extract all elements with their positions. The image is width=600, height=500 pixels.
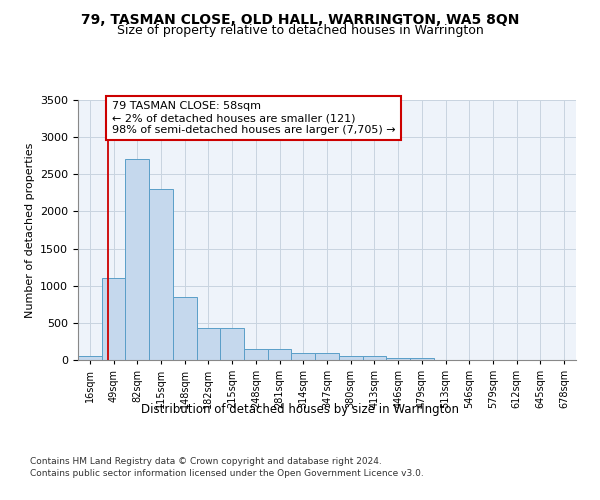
Bar (125, 160, 149, 360)
Bar (386, 358, 410, 360)
Bar (220, 328, 244, 360)
Bar (78, 356, 102, 360)
Text: Contains public sector information licensed under the Open Government Licence v3: Contains public sector information licen… (30, 468, 424, 477)
Bar (339, 356, 362, 360)
Text: Distribution of detached houses by size in Warrington: Distribution of detached houses by size … (141, 402, 459, 415)
Bar (410, 358, 434, 360)
Text: 79, TASMAN CLOSE, OLD HALL, WARRINGTON, WA5 8QN: 79, TASMAN CLOSE, OLD HALL, WARRINGTON, … (81, 12, 519, 26)
Bar (173, 297, 197, 360)
Bar (268, 349, 292, 360)
Y-axis label: Number of detached properties: Number of detached properties (25, 142, 35, 318)
Bar (102, 278, 125, 360)
Bar (149, 189, 173, 360)
Bar (362, 356, 386, 360)
Text: Contains HM Land Registry data © Crown copyright and database right 2024.: Contains HM Land Registry data © Crown c… (30, 458, 382, 466)
Bar (292, 354, 315, 360)
Bar (244, 349, 268, 360)
Text: 79 TASMAN CLOSE: 58sqm
← 2% of detached houses are smaller (121)
98% of semi-det: 79 TASMAN CLOSE: 58sqm ← 2% of detached … (112, 102, 395, 134)
Bar (315, 354, 339, 360)
Bar (197, 328, 220, 360)
Text: Size of property relative to detached houses in Warrington: Size of property relative to detached ho… (116, 24, 484, 37)
